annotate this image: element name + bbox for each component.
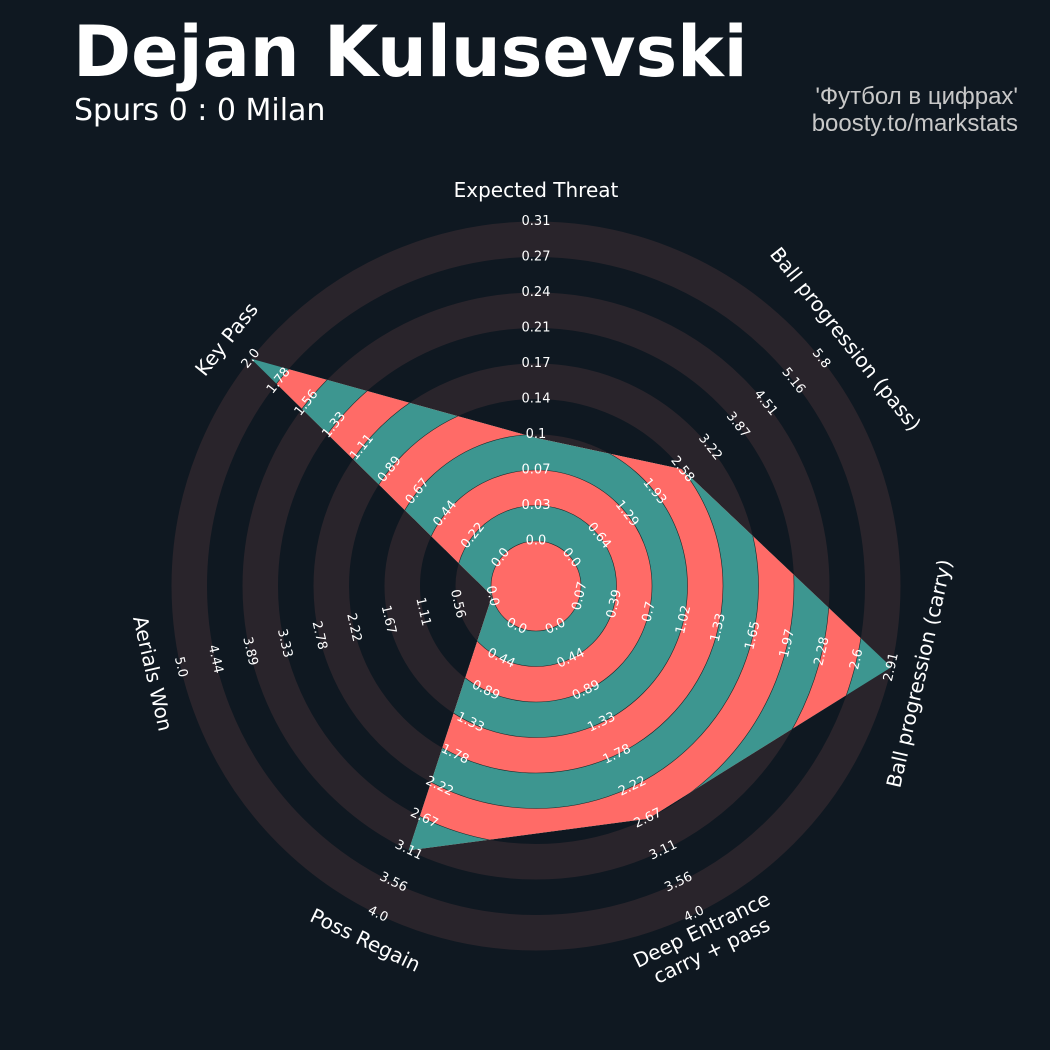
tick-label: 0.07 (569, 580, 590, 612)
tick-label: 2.91 (881, 651, 902, 683)
tick-label: 0.31 (522, 214, 551, 229)
tick-label: 0.03 (522, 498, 551, 513)
tick-label: 2.28 (812, 636, 833, 668)
player-name-title: Dejan Kulusevski (73, 11, 748, 93)
tick-label: 0.39 (604, 588, 625, 620)
tick-label: 2.6 (847, 647, 866, 671)
tick-label: 0.27 (522, 250, 551, 265)
tick-label: 0.17 (522, 356, 551, 371)
tick-label: 0.07 (522, 463, 551, 478)
parameter-label: Expected Threat (454, 178, 619, 202)
tick-label: 0.1 (526, 427, 547, 442)
tick-label: 3.89 (239, 636, 260, 668)
tick-label: 1.02 (673, 604, 694, 636)
tick-label: 1.11 (412, 596, 433, 628)
tick-label: 3.33 (274, 628, 295, 660)
tick-label: 0.21 (522, 321, 551, 336)
credit-label: 'Футбол в цифрах' (815, 83, 1018, 110)
tick-label: 1.65 (742, 620, 763, 652)
tick-label: 1.97 (777, 628, 798, 660)
tick-label: 0.56 (447, 588, 468, 620)
tick-label: 1.33 (708, 612, 729, 644)
radar-stripe (490, 540, 582, 632)
tick-label: 0.24 (522, 285, 551, 300)
tick-label: 2.78 (309, 620, 330, 652)
parameter-label: Aerials Won (128, 614, 178, 734)
tick-label: 1.67 (378, 604, 399, 636)
tick-label: 0.0 (482, 584, 501, 608)
match-score-subtitle: Spurs 0 : 0 Milan (74, 93, 326, 128)
tick-label: 2.22 (343, 612, 364, 644)
tick-label: 5.0 (171, 655, 190, 679)
credit-link: boosty.to/markstats (811, 110, 1018, 137)
tick-label: 4.44 (205, 643, 226, 675)
tick-label: 0.14 (522, 392, 551, 407)
background-ring (242, 292, 830, 880)
background-ring (171, 221, 901, 951)
tick-label: 0.7 (639, 600, 658, 624)
tick-label: 0.0 (526, 534, 547, 549)
